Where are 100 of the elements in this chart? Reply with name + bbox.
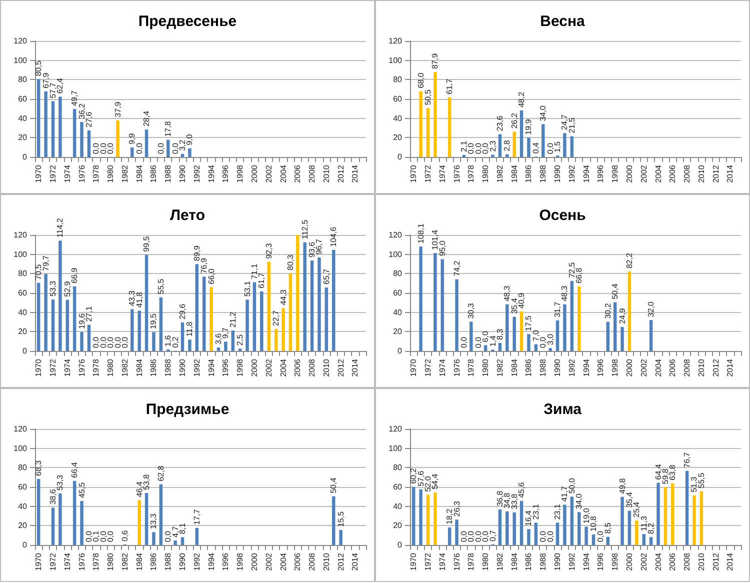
x-tick-label: 2000 — [624, 358, 634, 377]
bar — [563, 133, 566, 157]
x-tick-label: 2012 — [711, 552, 720, 571]
bar — [274, 329, 278, 351]
data-label: 27,1 — [84, 306, 94, 322]
bar — [520, 311, 524, 351]
bar — [498, 509, 502, 545]
data-label: 53,1 — [242, 280, 252, 297]
data-label: 10,8 — [588, 515, 598, 532]
x-tick-label: 2006 — [293, 358, 302, 377]
data-label: 50,4 — [329, 477, 338, 494]
data-label: 0,0 — [106, 142, 116, 154]
x-tick-label: 2008 — [308, 358, 317, 377]
bar — [58, 240, 62, 351]
x-tick-label: 1978 — [466, 358, 476, 377]
bar — [267, 262, 270, 351]
y-tick-label: 20 — [393, 133, 403, 142]
x-tick-label: 1986 — [524, 552, 534, 571]
data-label: 46,4 — [134, 481, 144, 498]
x-tick-label: 1992 — [192, 552, 202, 571]
data-label: 25,4 — [632, 501, 642, 518]
x-tick-label: 1992 — [192, 358, 202, 377]
data-label: 72,5 — [567, 262, 576, 278]
x-tick-label: 2006 — [668, 552, 678, 571]
x-tick-label: 2004 — [278, 552, 288, 571]
x-tick-label: 1976 — [452, 358, 462, 377]
bar — [455, 520, 458, 545]
data-label: 45,6 — [517, 482, 526, 498]
data-label: 62,4 — [56, 78, 65, 94]
data-label: 1,6 — [164, 334, 173, 346]
x-tick-label: 1992 — [567, 164, 576, 183]
data-label: 66,9 — [70, 267, 80, 284]
bar — [252, 282, 256, 351]
bar — [231, 330, 234, 351]
data-label: 17,7 — [192, 508, 202, 525]
bar — [628, 272, 632, 351]
x-tick-label: 1986 — [524, 358, 534, 377]
data-label: 24,9 — [618, 308, 627, 324]
data-label: 0,0 — [92, 336, 101, 348]
data-label: 71,1 — [250, 263, 259, 280]
data-label: 0,0 — [538, 530, 548, 542]
x-tick-label: 1970 — [34, 164, 44, 183]
bar — [419, 91, 422, 157]
x-tick-label: 1980 — [481, 358, 490, 377]
bar — [303, 242, 306, 351]
data-label: 22,7 — [272, 310, 281, 326]
data-label: 1,5 — [553, 140, 562, 153]
x-tick-label: 1994 — [582, 164, 591, 183]
data-label: 0,0 — [98, 142, 108, 154]
x-tick-label: 2004 — [654, 164, 663, 183]
x-tick-label: 1990 — [553, 358, 562, 377]
data-label: 74,2 — [452, 260, 462, 276]
data-label: 0,0 — [474, 142, 483, 154]
x-tick-label: 2010 — [696, 164, 706, 183]
x-tick-label: 2002 — [264, 164, 274, 183]
data-label: 76,7 — [682, 452, 692, 468]
data-label: 11,3 — [639, 516, 648, 532]
x-tick-label: 1996 — [596, 164, 606, 183]
bar — [188, 340, 192, 351]
data-label: 36,8 — [495, 490, 504, 506]
data-label: 40,9 — [517, 292, 526, 308]
y-tick-label: 40 — [393, 308, 403, 317]
bar — [613, 302, 617, 351]
bar — [202, 276, 206, 351]
bar — [174, 540, 177, 545]
x-tick-label: 2006 — [293, 552, 302, 571]
x-tick-label: 2006 — [668, 164, 678, 183]
x-tick-label: 2004 — [654, 552, 663, 571]
data-label: 23,1 — [553, 504, 562, 520]
x-tick-label: 1994 — [582, 358, 591, 377]
data-label: 0,7 — [488, 530, 498, 542]
data-label: 0,0 — [98, 336, 108, 348]
bar — [656, 482, 660, 545]
data-label: 2,1 — [459, 140, 468, 152]
x-tick-label: 2004 — [654, 358, 663, 377]
y-tick-label: 80 — [393, 75, 403, 84]
data-label: 53,3 — [56, 474, 65, 490]
y-tick-label: 40 — [393, 502, 403, 511]
bar — [130, 309, 134, 351]
data-label: 4,7 — [170, 526, 180, 538]
y-tick-label: 20 — [393, 521, 403, 530]
bar — [534, 522, 538, 545]
x-tick-label: 1988 — [538, 358, 548, 377]
data-label: 0,0 — [113, 336, 122, 348]
bar — [296, 235, 300, 351]
data-label: 67,9 — [41, 72, 50, 88]
y-tick-label: 100 — [388, 444, 403, 453]
data-label: 7,0 — [531, 330, 540, 342]
y-tick-label: 20 — [18, 521, 28, 530]
data-label: 41,7 — [560, 486, 570, 502]
x-tick-label: 1988 — [164, 358, 173, 377]
x-tick-label: 2008 — [682, 552, 692, 571]
data-label: 62,8 — [156, 465, 166, 482]
bar — [520, 500, 524, 545]
y-tick-label: 20 — [18, 327, 28, 336]
bar — [66, 300, 69, 351]
bar — [166, 140, 170, 157]
x-tick-label: 1998 — [236, 552, 245, 571]
x-tick-label: 1974 — [438, 552, 447, 571]
x-tick-label: 2000 — [250, 358, 259, 377]
